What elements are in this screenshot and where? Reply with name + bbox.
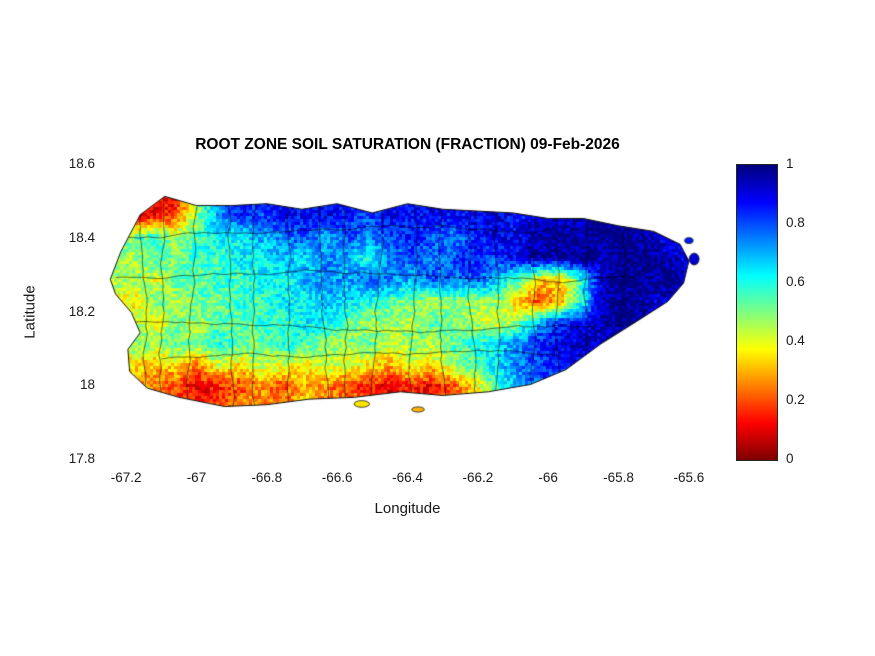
y-tick-label: 18.6 xyxy=(68,156,95,171)
y-tick-label: 17.8 xyxy=(68,451,95,466)
colorbar-tick-label: 0.2 xyxy=(786,392,805,407)
x-tick-label: -66.4 xyxy=(392,470,423,485)
soil-saturation-map xyxy=(105,165,710,460)
colorbar-tick-label: 1 xyxy=(786,156,794,171)
x-tick-label: -65.8 xyxy=(603,470,634,485)
x-tick-label: -67 xyxy=(186,470,207,485)
chart-title: ROOT ZONE SOIL SATURATION (FRACTION) 09-… xyxy=(195,136,620,153)
colorbar-tick-label: 0.8 xyxy=(786,215,805,230)
colorbar-tick-label: 0 xyxy=(786,451,794,466)
colorbar xyxy=(736,164,778,461)
colorbar-tick-label: 0.4 xyxy=(786,333,805,348)
x-tick-label: -66.8 xyxy=(251,470,283,485)
x-tick-label: -66 xyxy=(538,470,558,485)
x-tick-label: -66.2 xyxy=(462,470,494,485)
x-tick-label: -66.6 xyxy=(321,470,353,485)
colorbar-gradient xyxy=(737,165,777,460)
y-tick-label: 18.2 xyxy=(68,303,95,319)
map-plot-area xyxy=(105,165,710,460)
x-axis-label: Longitude xyxy=(374,500,441,517)
y-tick-label: 18.4 xyxy=(68,229,95,245)
y-tick-label: 18 xyxy=(79,377,95,393)
colorbar-tick-label: 0.6 xyxy=(786,274,805,289)
x-tick-label: -67.2 xyxy=(110,470,142,485)
x-tick-label: -65.6 xyxy=(673,470,705,485)
y-axis-label: Latitude xyxy=(21,285,39,339)
